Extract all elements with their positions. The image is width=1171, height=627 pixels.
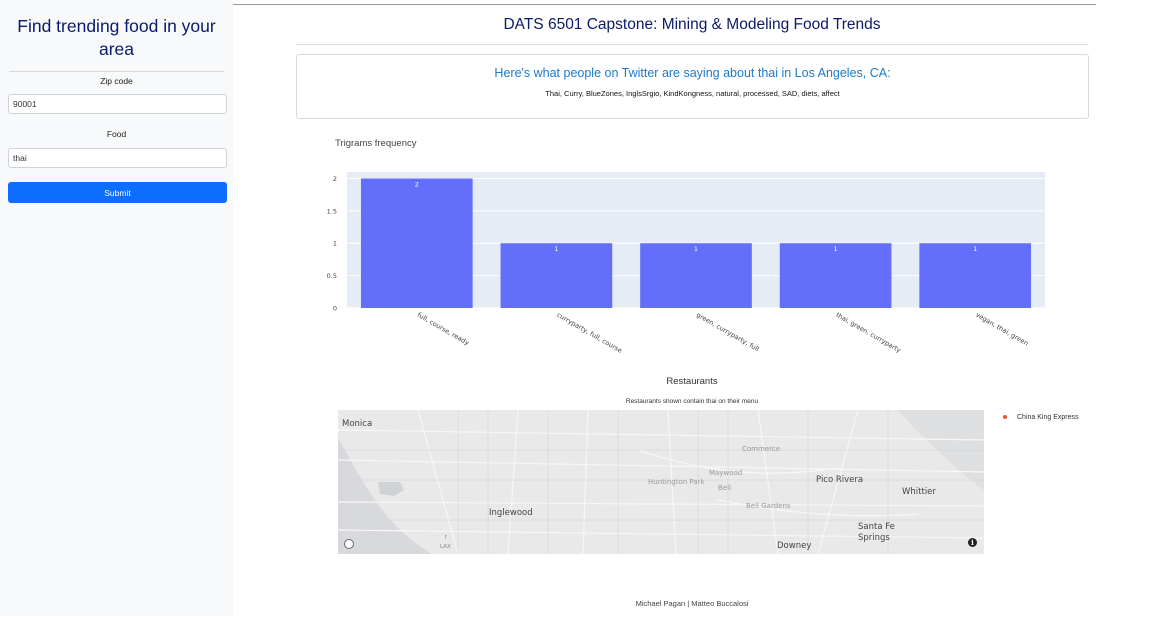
twitter-keywords: Thai, Curry, BlueZones, InglsSrgio, Kind… — [545, 89, 840, 98]
x-tick-label: thai, green, curryparty — [835, 311, 903, 355]
map-label-maywood: Maywood — [709, 469, 743, 477]
map-label-commerce: Commerce — [742, 445, 780, 453]
map-label-downey: Downey — [777, 541, 812, 551]
map-label-monica: Monica — [342, 419, 373, 429]
restaurants-map[interactable]: Monica Commerce Maywood Huntington Park … — [338, 410, 984, 554]
x-tick-label: vegan, thai, green — [974, 311, 1030, 348]
top-divider — [233, 4, 1096, 5]
sidebar: Find trending food in your area Zip code… — [0, 0, 233, 616]
map-label-bell-gardens: Bell Gardens — [746, 502, 791, 510]
map-label-whittier: Whittier — [902, 487, 936, 497]
title-divider — [296, 44, 1088, 45]
bar[interactable] — [919, 243, 1032, 308]
bar[interactable] — [640, 243, 752, 308]
food-input[interactable] — [8, 148, 227, 168]
map-subtitle: Restaurants shown contain thai on their … — [625, 398, 759, 405]
bar-data-label: 1 — [554, 245, 558, 253]
y-tick-label: 1 — [333, 240, 337, 248]
bar[interactable] — [360, 178, 473, 308]
y-tick-label: 2 — [333, 175, 337, 183]
map-label-inglewood: Inglewood — [489, 508, 533, 518]
map-legend-item[interactable]: China King Express — [1003, 414, 1078, 421]
sidebar-title: Find trending food in your area — [17, 16, 216, 59]
page-title: DATS 6501 Capstone: Mining & Modeling Fo… — [503, 16, 881, 33]
chart-title: Trigrams frequency — [335, 138, 417, 149]
food-label: Food — [106, 129, 127, 139]
submit-button[interactable]: Submit — [8, 182, 227, 203]
x-tick-label: green, curryparty, full — [695, 311, 761, 354]
map-label-pico-rivera: Pico Rivera — [816, 475, 864, 485]
airport-icon: ↑ — [444, 534, 448, 541]
info-icon[interactable]: i — [968, 538, 977, 547]
legend-label: China King Express — [1017, 414, 1079, 421]
x-tick-label: full, course, ready — [416, 311, 471, 347]
y-tick-label: 1.5 — [327, 207, 337, 215]
sidebar-divider — [9, 71, 224, 72]
bar[interactable] — [779, 243, 892, 308]
bar[interactable] — [500, 243, 613, 308]
map-base — [338, 410, 984, 554]
legend-marker-icon — [1003, 415, 1007, 420]
map-title: Restaurants — [666, 376, 718, 387]
twitter-summary-card: Here's what people on Twitter are saying… — [296, 54, 1089, 119]
trigrams-bar-chart[interactable]: 0 0.5 1 1.5 2 2 full, course, ready 1 curryparty… — [300, 160, 1070, 375]
twitter-summary-heading: Here's what people on Twitter are saying… — [494, 66, 891, 80]
zip-code-label: Zip code — [100, 76, 133, 86]
bar-data-label: 2 — [415, 180, 419, 188]
map-logo-icon — [344, 539, 354, 549]
x-tick-label: curryparty, full, course — [555, 311, 623, 355]
map-label-santa-fe-springs: Santa Fe Springs — [858, 522, 895, 543]
y-tick-label: 0.5 — [327, 272, 337, 280]
map-label-bell: Bell — [718, 484, 731, 492]
zip-code-input[interactable] — [8, 94, 227, 114]
bar-data-label: 1 — [834, 245, 838, 253]
y-tick-label: 0 — [333, 305, 337, 313]
bar-data-label: 1 — [694, 245, 698, 253]
footer-credits: Michael Pagan | Matteo Buccalosi — [635, 599, 749, 608]
map-label-huntington-park: Huntington Park — [648, 478, 705, 486]
bar-data-label: 1 — [973, 245, 977, 253]
map-label-lax: LAX — [440, 544, 451, 550]
